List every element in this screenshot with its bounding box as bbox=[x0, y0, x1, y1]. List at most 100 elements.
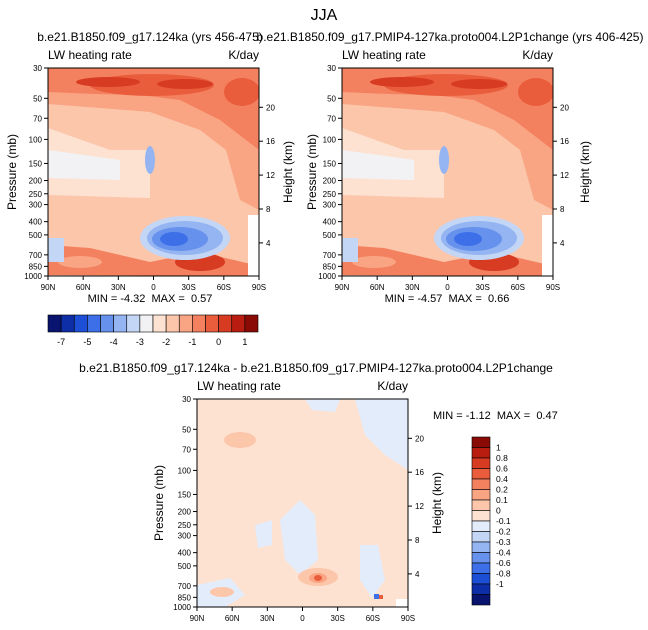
colorbar-bottom-swatch bbox=[471, 457, 491, 469]
panel-1-right-label: K/day bbox=[228, 48, 259, 62]
panel-2-xtick-label: 0 bbox=[445, 283, 450, 292]
panel-3-field bbox=[197, 399, 408, 607]
panel-3-ytick-label: 250 bbox=[178, 521, 192, 530]
panel-1-xtick-label: 90S bbox=[252, 283, 266, 292]
panel-1-title: b.e21.B1850.f09_g17.124ka (yrs 456-475) bbox=[37, 30, 263, 44]
panel-2-ytick-label: 100 bbox=[323, 135, 337, 144]
colorbar-bottom-label: -1 bbox=[496, 579, 504, 589]
colorbar-bottom-swatch bbox=[471, 552, 491, 564]
panel-2-ytick-label: 30 bbox=[327, 64, 336, 73]
colorbar-bottom-swatch bbox=[471, 583, 491, 595]
panel-1-xtick-label: 90N bbox=[41, 283, 56, 292]
panel-1-ylabel-right: Height (km) bbox=[281, 141, 295, 203]
colorbar-top-swatch bbox=[126, 314, 141, 333]
colorbar-bottom-label: -0.8 bbox=[496, 569, 511, 579]
colorbar-bottom-label: 0.6 bbox=[496, 464, 508, 474]
colorbar-bottom-label: -0.1 bbox=[496, 516, 511, 526]
panel-2-xtick-label: 30S bbox=[476, 283, 490, 292]
panel-3-xtick-label: 90S bbox=[401, 614, 415, 623]
panel-3-xtick-label: 0 bbox=[300, 614, 305, 623]
panel-2-ytick-right-label: 20 bbox=[560, 103, 569, 112]
panel-2-ytick-right-label: 12 bbox=[560, 171, 569, 180]
colorbar-top-label: -4 bbox=[110, 337, 118, 347]
colorbar-top-label: -2 bbox=[162, 337, 170, 347]
panel-2-right-label: K/day bbox=[522, 48, 553, 62]
panel-3-title: b.e21.B1850.f09_g17.124ka - b.e21.B1850.… bbox=[79, 361, 553, 375]
panel-3-ytick-label: 100 bbox=[178, 466, 192, 475]
colorbar-top-swatch bbox=[87, 314, 101, 333]
panel-2-title: b.e21.B1850.f09_g17.PMIP4-127ka.proto004… bbox=[257, 30, 644, 44]
panel-2-ylabel: Pressure (mb) bbox=[305, 134, 319, 210]
colorbar-bottom-label: -0.3 bbox=[496, 537, 511, 547]
panel-2-ytick-label: 500 bbox=[323, 231, 337, 240]
panel-3-ytick-label: 700 bbox=[178, 582, 192, 591]
colorbar-top-label: -3 bbox=[136, 337, 144, 347]
colorbar-top-swatch bbox=[73, 314, 88, 333]
colorbar-top-swatch bbox=[178, 314, 193, 333]
panel-1-ytick-label: 250 bbox=[29, 190, 43, 199]
panel-1-xtick-label: 30N bbox=[111, 283, 126, 292]
colorbar-bottom-label: -0.2 bbox=[496, 527, 511, 537]
panel-3: b.e21.B1850.f09_g17.124ka - b.e21.B1850.… bbox=[79, 361, 558, 623]
figure-title: JJA bbox=[311, 7, 338, 24]
panel-3-ytick-label: 70 bbox=[182, 445, 191, 454]
panel-3-xtick-label: 90N bbox=[190, 614, 205, 623]
panel-3-ytick-right-label: 8 bbox=[415, 536, 420, 545]
colorbar-bottom-label: -0.4 bbox=[496, 548, 511, 558]
panel-3-right-label: K/day bbox=[377, 379, 408, 393]
panel-2-ytick-label: 200 bbox=[323, 177, 337, 186]
panel-2-xtick-label: 60N bbox=[370, 283, 385, 292]
panel-1-ytick-right-label: 4 bbox=[266, 239, 271, 248]
panel-2-ytick-label: 70 bbox=[327, 114, 336, 123]
colorbar-bottom-swatch bbox=[471, 510, 491, 522]
panel-3-ytick-right-label: 16 bbox=[415, 468, 424, 477]
panel-3-ytick-label: 150 bbox=[178, 490, 192, 499]
panel-3-ylabel-right: Height (km) bbox=[430, 472, 444, 534]
colorbar-bottom-swatch bbox=[471, 478, 491, 490]
colorbar-top-label: -5 bbox=[83, 337, 91, 347]
panel-3-ytick-label: 850 bbox=[178, 593, 192, 602]
panel-1-xtick-label: 60N bbox=[76, 283, 91, 292]
panel-1-ytick-label: 150 bbox=[29, 159, 43, 168]
colorbar-top-swatch bbox=[113, 314, 128, 333]
panel-3-ytick-label: 200 bbox=[178, 508, 192, 517]
panel-3-ytick-label: 30 bbox=[182, 395, 191, 404]
panel-3-xtick-label: 30S bbox=[331, 614, 345, 623]
colorbar-bottom-label: 0.2 bbox=[496, 485, 508, 495]
panel-1-ytick-label: 300 bbox=[29, 201, 43, 210]
colorbar-bottom-label: 0.4 bbox=[496, 474, 508, 484]
panel-3-ytick-label: 400 bbox=[178, 549, 192, 558]
panel-3-xtick-label: 60S bbox=[366, 614, 380, 623]
panel-2-xtick-label: 90N bbox=[335, 283, 350, 292]
colorbar-bottom: 10.80.60.40.20.10-0.1-0.2-0.3-0.4-0.6-0.… bbox=[471, 436, 511, 606]
panel-1-ytick-right-label: 8 bbox=[266, 205, 271, 214]
panel-1-ytick-label: 400 bbox=[29, 218, 43, 227]
colorbar-bottom-swatch bbox=[471, 531, 491, 543]
panel-3-xtick-label: 60N bbox=[225, 614, 240, 623]
panel-1-ytick-label: 1000 bbox=[24, 272, 42, 281]
panel-2-field bbox=[342, 68, 553, 276]
colorbar-bottom-label: 0 bbox=[496, 506, 501, 516]
panel-3-stats: MIN = -1.12 MAX = 0.47 bbox=[433, 410, 558, 422]
panel-1-left-label: LW heating rate bbox=[48, 48, 132, 62]
panel-2-ytick-label: 700 bbox=[323, 251, 337, 260]
panel-3-ytick-label: 50 bbox=[182, 425, 191, 434]
panel-1-ytick-label: 50 bbox=[33, 94, 42, 103]
colorbar-top-swatch bbox=[244, 314, 259, 333]
panel-1-ytick-label: 850 bbox=[29, 262, 43, 271]
colorbar-bottom-swatch bbox=[471, 447, 491, 459]
panel-1-ytick-right-label: 12 bbox=[266, 171, 275, 180]
colorbar-top-label: 0 bbox=[216, 337, 221, 347]
panel-2-ytick-label: 150 bbox=[323, 159, 337, 168]
panel-1-field bbox=[48, 68, 259, 276]
panel-1-ytick-label: 30 bbox=[33, 64, 42, 73]
panel-1-ytick-label: 500 bbox=[29, 231, 43, 240]
panel-3-ytick-right-label: 20 bbox=[415, 434, 424, 443]
panel-2-ytick-label: 400 bbox=[323, 218, 337, 227]
panel-2: b.e21.B1850.f09_g17.PMIP4-127ka.proto004… bbox=[257, 30, 644, 305]
panel-1-ytick-label: 70 bbox=[33, 114, 42, 123]
